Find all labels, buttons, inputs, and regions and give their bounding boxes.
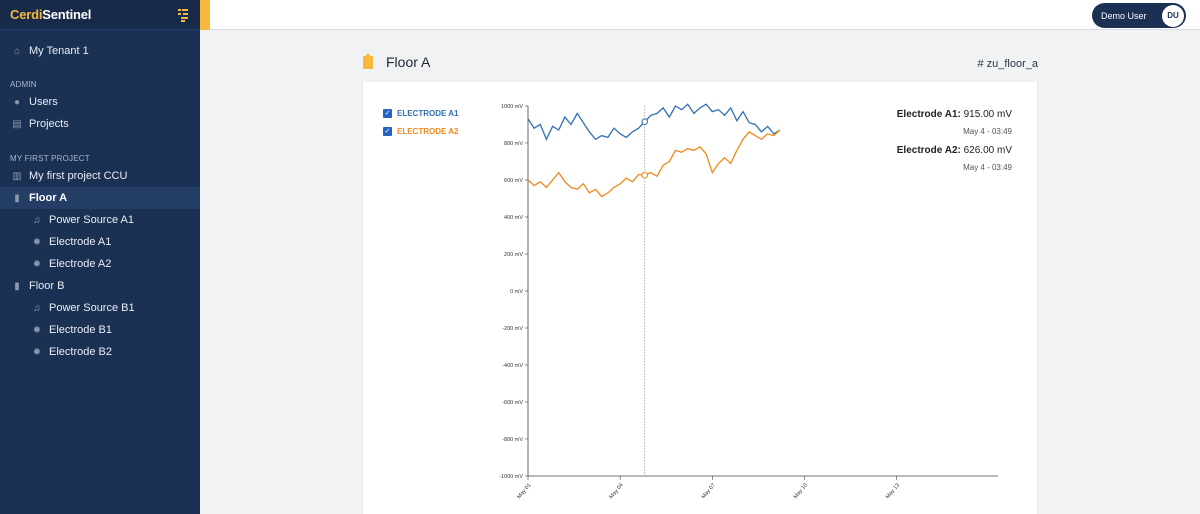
legend-label: ELECTRODE A1 xyxy=(397,108,459,118)
sidebar-item-label: Electrode A1 xyxy=(49,236,112,248)
sidebar: CerdiSentinel ⌂ My Tenant 1 ADMIN ● User… xyxy=(0,0,200,514)
tooltip-a2: Electrode A2: 626.00 mV xyxy=(897,144,1012,162)
sidebar-item-electrode-a1[interactable]: ✹ Electrode A1 xyxy=(0,231,200,253)
checkbox-checked-icon[interactable]: ✓ xyxy=(383,108,392,118)
gear-icon: ✹ xyxy=(32,324,42,336)
sidebar-item-label: Power Source B1 xyxy=(49,302,135,314)
hover-point-1 xyxy=(641,118,649,126)
topbar-accent xyxy=(200,0,210,30)
page-title: Floor A xyxy=(363,53,431,70)
sidebar-item-label: Projects xyxy=(29,118,69,130)
sidebar-item-label: Electrode B1 xyxy=(49,324,112,336)
x-tick-label: May 10 xyxy=(793,482,809,500)
sidebar-item-label: Floor B xyxy=(29,280,65,292)
sidebar-item-projects[interactable]: ▤ Projects xyxy=(0,113,200,135)
brand-logo-text[interactable]: CerdiSentinel xyxy=(10,7,91,22)
clipboard-icon: ▮ xyxy=(14,280,20,292)
bar-chart-icon: ▥ xyxy=(12,170,22,182)
top-bar: Demo User DU xyxy=(200,0,1200,30)
tooltip-a1-value: 915.00 mV xyxy=(963,109,1012,120)
y-tick-label: 600 mV xyxy=(504,178,523,184)
brand-bar: CerdiSentinel xyxy=(0,0,200,30)
y-tick-label: 400 mV xyxy=(504,215,523,221)
document-icon: ▤ xyxy=(12,118,22,130)
page-tag: # zu_floor_a xyxy=(977,58,1038,70)
y-tick-label: -600 mV xyxy=(502,400,523,406)
chart-card: ✓ ELECTRODE A1 ✓ ELECTRODE A2 1000 mV 800… xyxy=(363,82,1037,514)
x-tick-label: May 01 xyxy=(516,482,532,500)
y-tick-label: -400 mV xyxy=(502,363,523,369)
tooltip-a2-value: 626.00 mV xyxy=(963,145,1012,156)
sidebar-item-label: My Tenant 1 xyxy=(29,45,89,57)
music-note-icon: ♫ xyxy=(33,302,41,314)
tooltip-a2-time: May 4 - 03:49 xyxy=(963,163,1012,172)
y-tick-label: 800 mV xyxy=(504,141,523,147)
y-tick-label: -800 mV xyxy=(502,437,523,443)
legend-label: ELECTRODE A2 xyxy=(397,126,459,136)
y-tick-label: -1000 mV xyxy=(499,474,523,480)
sidebar-item-label: Power Source A1 xyxy=(49,214,134,226)
tooltip-a1-label: Electrode A1: xyxy=(896,109,961,120)
sidebar-item-floor-b[interactable]: ▮ Floor B xyxy=(0,275,200,297)
sidebar-item-electrode-b2[interactable]: ✹ Electrode B2 xyxy=(0,341,200,363)
sidebar-item-label: My first project CCU xyxy=(29,170,128,182)
x-tick-label: May 07 xyxy=(701,482,717,500)
gear-icon: ✹ xyxy=(32,346,42,358)
sidebar-item-project[interactable]: ▥ My first project CCU xyxy=(0,165,200,187)
avatar: DU xyxy=(1162,4,1184,27)
sidebar-item-power-source-a1[interactable]: ♫ Power Source A1 xyxy=(0,209,200,231)
hover-point-2 xyxy=(641,171,649,179)
y-tick-label: 200 mV xyxy=(504,252,523,258)
chart-tooltip: Electrode A1: 915.00 mV May 4 - 03:49 El… xyxy=(897,108,1012,180)
sidebar-item-label: Floor A xyxy=(29,192,68,204)
clipboard-icon: ▮ xyxy=(14,192,20,204)
legend-item-electrode-a2[interactable]: ✓ ELECTRODE A2 xyxy=(383,122,459,140)
gear-icon: ✹ xyxy=(32,236,42,248)
sidebar-item-users[interactable]: ● Users xyxy=(0,91,200,113)
user-menu-button[interactable]: Demo User DU xyxy=(1092,3,1186,28)
sidebar-item-label: Users xyxy=(29,96,58,108)
x-tick-label: May 13 xyxy=(885,482,901,500)
gear-icon: ✹ xyxy=(32,258,42,270)
home-icon: ⌂ xyxy=(13,45,21,57)
user-icon: ● xyxy=(13,96,21,108)
tooltip-a1-time: May 4 - 03:49 xyxy=(963,127,1012,136)
y-tick-label: 0 mV xyxy=(510,289,523,295)
sidebar-item-label: Electrode A2 xyxy=(49,258,112,270)
brand-part1: Cerdi xyxy=(10,7,43,22)
series-line-2 xyxy=(527,129,781,198)
sidebar-item-power-source-b1[interactable]: ♫ Power Source B1 xyxy=(0,297,200,319)
user-name: Demo User xyxy=(1101,10,1147,21)
tooltip-a2-label: Electrode A2: xyxy=(896,145,961,156)
tooltip-a1: Electrode A1: 915.00 mV xyxy=(897,108,1012,126)
section-project: MY FIRST PROJECT xyxy=(10,153,90,163)
sidebar-item-electrode-a2[interactable]: ✹ Electrode A2 xyxy=(0,253,200,275)
page-title-text: Floor A xyxy=(386,54,431,70)
section-admin: ADMIN xyxy=(10,79,37,89)
sidebar-item-label: Electrode B2 xyxy=(49,346,112,358)
sidebar-toggle-icon[interactable] xyxy=(176,8,190,22)
music-note-icon: ♫ xyxy=(33,214,41,226)
y-tick-label: 1000 mV xyxy=(501,104,523,110)
sidebar-item-floor-a[interactable]: ▮ Floor A xyxy=(0,187,200,209)
legend-item-electrode-a1[interactable]: ✓ ELECTRODE A1 xyxy=(383,104,459,122)
y-tick-label: -200 mV xyxy=(502,326,523,332)
sidebar-item-tenant[interactable]: ⌂ My Tenant 1 xyxy=(0,40,200,62)
chart-legend: ✓ ELECTRODE A1 ✓ ELECTRODE A2 xyxy=(383,104,459,140)
line-chart[interactable]: 1000 mV 800 mV 600 mV 400 mV 200 mV 0 mV -200 … xyxy=(363,82,1037,514)
brand-part2: Sentinel xyxy=(42,7,92,22)
sidebar-item-electrode-b1[interactable]: ✹ Electrode B1 xyxy=(0,319,200,341)
checkbox-checked-icon[interactable]: ✓ xyxy=(383,126,392,136)
clipboard-icon xyxy=(363,53,373,69)
series-line-1 xyxy=(527,103,781,141)
x-tick-label: May 04 xyxy=(608,482,624,500)
